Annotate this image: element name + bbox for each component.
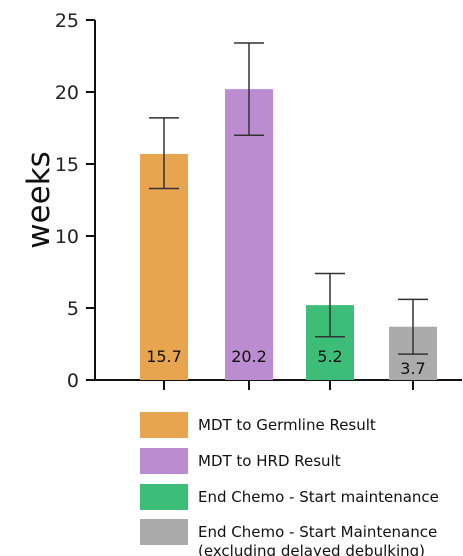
y-tick-label: 5 bbox=[67, 298, 79, 320]
data-label: 15.7 bbox=[146, 347, 182, 366]
legend-swatch bbox=[140, 519, 188, 545]
y-axis-label: weeks bbox=[21, 151, 57, 249]
legend-swatch bbox=[140, 484, 188, 510]
legend-swatch bbox=[140, 412, 188, 438]
legend-label: MDT to Germline Result bbox=[198, 416, 376, 434]
data-labels: 15.7 20.2 5.2 3.7 bbox=[146, 347, 426, 378]
y-tick-label: 25 bbox=[55, 10, 79, 32]
bar bbox=[140, 153, 188, 380]
error-bars bbox=[149, 42, 428, 355]
legend: MDT to Germline Result MDT to HRD Result E… bbox=[140, 412, 439, 556]
y-tick-label: 0 bbox=[67, 370, 79, 392]
legend-label: MDT to HRD Result bbox=[198, 452, 341, 470]
legend-label: End Chemo - Start maintenance bbox=[198, 488, 439, 506]
y-tick-label: 20 bbox=[55, 82, 79, 104]
bars bbox=[140, 89, 437, 381]
y-tick-label: 10 bbox=[55, 226, 79, 248]
data-label: 5.2 bbox=[317, 347, 342, 366]
legend-label: End Chemo - Start Maintenance bbox=[198, 523, 437, 541]
data-label: 3.7 bbox=[400, 359, 425, 378]
data-label: 20.2 bbox=[231, 347, 267, 366]
legend-swatch bbox=[140, 448, 188, 474]
legend-label-line2: (excluding delayed debulking) bbox=[198, 542, 425, 556]
bar bbox=[225, 89, 273, 381]
y-tick-label: 15 bbox=[55, 154, 79, 176]
